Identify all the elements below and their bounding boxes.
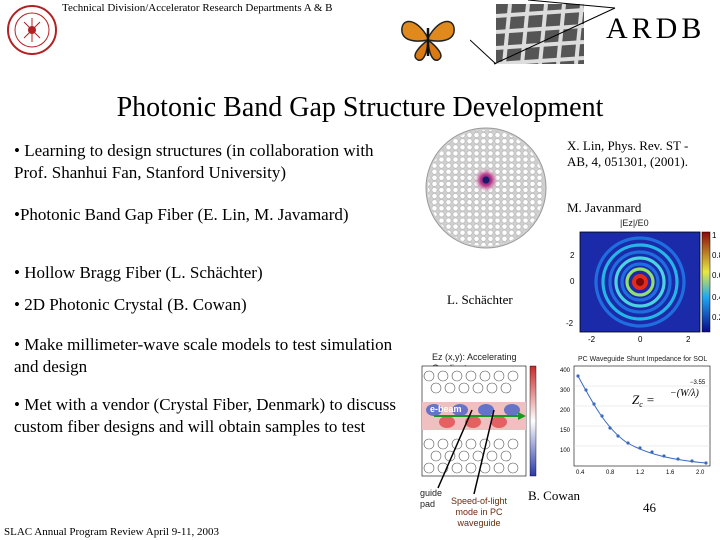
svg-text:2.0: 2.0 — [696, 470, 705, 476]
ref-lin: X. Lin, Phys. Rev. ST -AB, 4, 051301, (2… — [567, 138, 689, 169]
bullet-vendor: • Met with a vendor (Crystal Fiber, Denm… — [14, 395, 397, 436]
svg-text:150: 150 — [560, 428, 571, 434]
ref-javanmard: M. Javanmard — [567, 200, 642, 215]
pbg-fiber-cross-section — [425, 127, 547, 249]
svg-text:0: 0 — [570, 277, 575, 286]
svg-text:0: 0 — [638, 335, 643, 344]
bragg-plot-title: |Ez|/E0 — [620, 218, 649, 228]
svg-text:300: 300 — [560, 388, 571, 394]
slac-seal-logo — [7, 5, 57, 55]
svg-text:1.2: 1.2 — [636, 470, 645, 476]
svg-text:Zc =: Zc = — [632, 392, 655, 409]
svg-text:-2: -2 — [566, 319, 574, 328]
svg-text:1.6: 1.6 — [666, 470, 675, 476]
svg-text:0.8: 0.8 — [606, 470, 615, 476]
shunt-impedance-plot: Zc = −(W/λ) −3.55 400 300 200 150 100 0.4 0.8… — [560, 365, 711, 476]
ardb-logo-text: ARDB — [606, 12, 706, 45]
ref-cowan: B. Cowan — [528, 488, 580, 503]
svg-text:200: 200 — [560, 408, 571, 414]
pc-accel-gradient-plot — [421, 365, 537, 477]
bullet-collaboration: • Learning to design structures (in coll… — [14, 141, 374, 182]
bullet-mm-wave-models: • Make millimeter-wave scale models to t… — [14, 335, 393, 376]
bragg-field-plot: 1 0.8 0.6 0.4 0.2 2 0 -2 -2 0 2 — [566, 231, 720, 344]
svg-text:−(W/λ): −(W/λ) — [670, 388, 700, 399]
svg-text:−3.55: −3.55 — [690, 380, 706, 386]
svg-text:0.2: 0.2 — [712, 313, 720, 322]
svg-text:0.4: 0.4 — [712, 293, 720, 302]
bullet-bragg-fiber: • Hollow Bragg Fiber (L. Schächter) — [14, 263, 263, 282]
butterfly-image — [401, 20, 455, 61]
svg-text:-2: -2 — [588, 335, 596, 344]
slide-title: Photonic Band Gap Structure Development — [116, 92, 604, 123]
svg-text:0.4: 0.4 — [576, 470, 585, 476]
guide-pad-label: guide pad — [420, 488, 443, 509]
callout-arrows — [437, 409, 495, 495]
bullet-2d-crystal: • 2D Photonic Crystal (B. Cowan) — [14, 295, 247, 314]
department-header: Technical Division/Accelerator Research … — [62, 2, 333, 14]
photonic-crystal-photo — [496, 4, 584, 64]
photo-callout-lines — [470, 0, 616, 65]
page-number: 46 — [643, 500, 656, 515]
svg-text:400: 400 — [560, 368, 571, 374]
svg-text:1: 1 — [712, 231, 717, 240]
bullet-pbg-fiber: •Photonic Band Gap Fiber (E. Lin, M. Jav… — [14, 205, 349, 224]
svg-text:100: 100 — [560, 448, 571, 454]
ebeam-label: e-beam — [430, 404, 462, 414]
ref-schachter: L. Schächter — [447, 292, 513, 307]
speed-of-light-label: Speed-of-light mode in PC waveguide — [450, 496, 508, 528]
svg-text:0.8: 0.8 — [712, 251, 720, 260]
svg-text:2: 2 — [570, 251, 575, 260]
svg-text:0.6: 0.6 — [712, 271, 720, 280]
footer-text: SLAC Annual Program Review April 9-11, 2… — [4, 526, 219, 538]
svg-text:2: 2 — [686, 335, 691, 344]
